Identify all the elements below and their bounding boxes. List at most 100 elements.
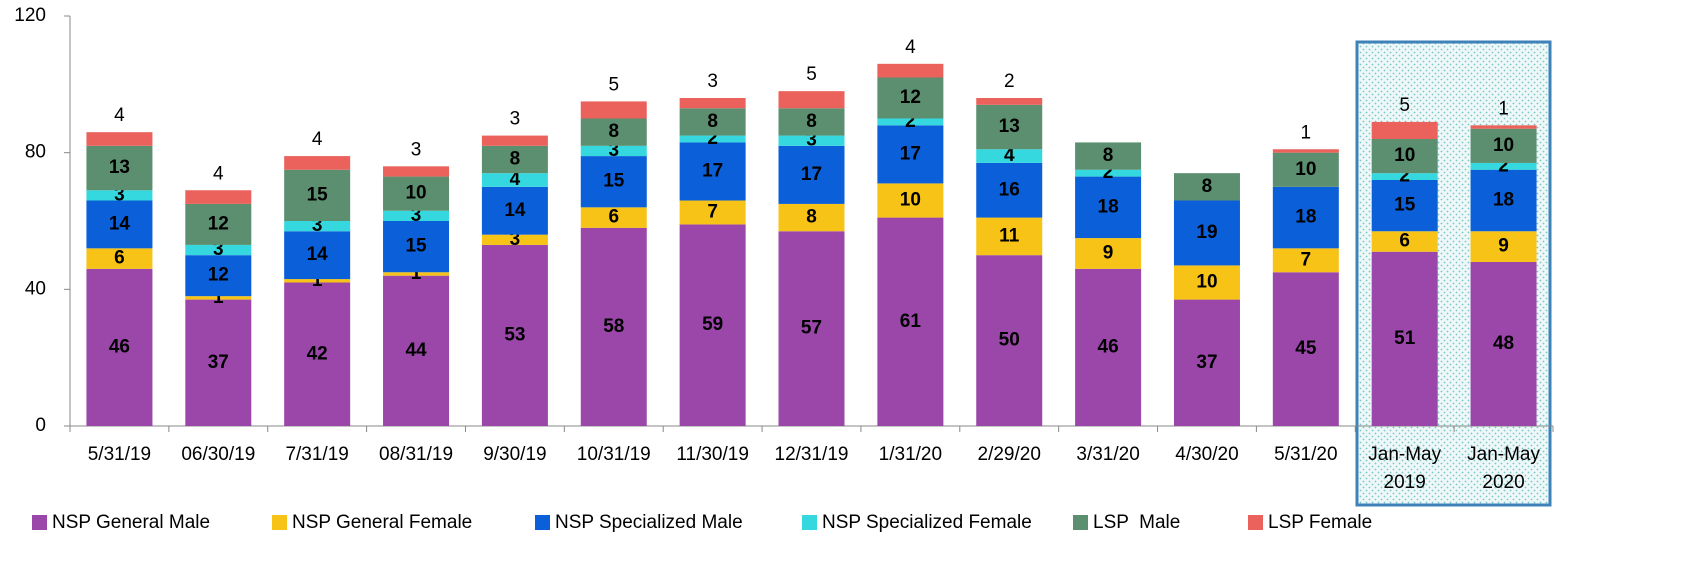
bar-segment [1371,173,1438,180]
bar-segment [185,299,252,426]
bar-segment [679,142,746,201]
bar-segment [185,203,252,245]
value-label: 15 [603,171,625,192]
value-label: 45 [1295,338,1317,359]
value-label: 3 [510,229,521,250]
bar-segment [778,231,845,426]
bar-segment [976,217,1043,256]
value-label: 3 [411,205,422,226]
value-label: 13 [109,157,130,178]
value-label: 17 [801,164,822,185]
value-label: 58 [603,316,624,337]
value-label: 37 [1196,352,1217,373]
value-label: 4 [1004,145,1015,166]
value-label: 44 [405,340,427,361]
bar-segment [185,255,252,297]
legend-swatch [32,515,47,530]
y-tick-label: 40 [25,278,46,299]
value-label: 59 [702,314,723,335]
value-label: 17 [702,160,723,181]
value-label: 4 [213,163,224,184]
bar-segment [383,210,450,221]
bar-segment [580,118,647,146]
value-label: 18 [1295,207,1316,228]
legend-swatch [802,515,817,530]
bar-segment [1173,200,1240,266]
x-tick-label: 08/31/19 [379,444,453,465]
value-label: 15 [405,236,427,257]
x-tick-label: 3/31/20 [1076,444,1139,465]
value-label: 1 [213,287,224,308]
value-label: 8 [707,111,718,132]
value-label: 57 [801,318,822,339]
bar-segment [481,244,548,426]
bar-segment [1371,231,1438,252]
value-label: 6 [114,248,125,269]
value-label: 6 [1399,231,1410,252]
value-label: 46 [1098,336,1119,357]
value-label: 3 [806,130,817,151]
bar-segment [1470,128,1537,163]
bar-segment [1470,162,1537,170]
bar-segment [86,190,153,201]
legend-label: NSP General Male [52,512,210,533]
value-label: 2 [707,128,718,149]
value-label: 37 [208,352,229,373]
value-label: 9 [1498,236,1509,257]
bar-segment [778,203,845,232]
bar-segment [976,255,1043,426]
bar-segment [778,108,845,136]
value-label: 51 [1394,328,1416,349]
bar-segment [580,227,647,426]
bar-segment [976,98,1043,105]
bar-segment [1272,186,1339,249]
bar-segment [1470,125,1537,129]
value-label: 3 [411,139,422,160]
legend-label: NSP General Female [292,512,472,533]
y-tick-label: 80 [25,142,46,163]
bar-segment [1371,121,1438,139]
value-label: 1 [1301,122,1312,143]
bar-segment [580,156,647,208]
value-label: 6 [608,207,619,228]
bar-segment [778,91,845,109]
bar-segment [1470,262,1537,426]
bar-segment [580,145,647,157]
value-label: 8 [608,121,619,142]
x-tick-label: 11/30/19 [676,444,749,465]
bar-segment [1173,299,1240,426]
value-label: 8 [510,149,521,170]
value-label: 10 [1394,145,1415,166]
value-label: 50 [999,330,1020,351]
value-label: 14 [504,200,526,221]
bar-segment [284,156,351,170]
value-label: 16 [999,179,1020,200]
bar-segment [383,221,450,273]
value-label: 10 [405,183,426,204]
bar-segment [481,234,548,245]
bar-segment [86,145,153,191]
value-label: 13 [999,116,1020,137]
y-tick-label: 120 [14,5,46,26]
bar-segment [679,98,746,109]
value-label: 10 [1493,135,1514,156]
bar-segment [877,125,944,184]
legend-swatch [272,515,287,530]
value-label: 8 [1103,145,1114,166]
value-label: 10 [1196,272,1217,293]
value-label: 15 [1394,195,1416,216]
value-label: 5 [1399,95,1410,116]
bar-segment [976,162,1043,218]
legend-swatch [1248,515,1263,530]
value-label: 61 [900,311,922,332]
x-tick-label: 2/29/20 [978,444,1041,465]
bar-segment [877,77,944,119]
x-tick-label: 5/31/20 [1274,444,1337,465]
bar-segment [86,248,153,269]
legend-label: NSP Specialized Female [822,512,1032,533]
bar-segment [481,145,548,174]
bar-segment [185,244,252,256]
bar-segment [976,149,1043,163]
bar-segment [679,135,746,143]
value-label: 10 [1295,159,1316,180]
